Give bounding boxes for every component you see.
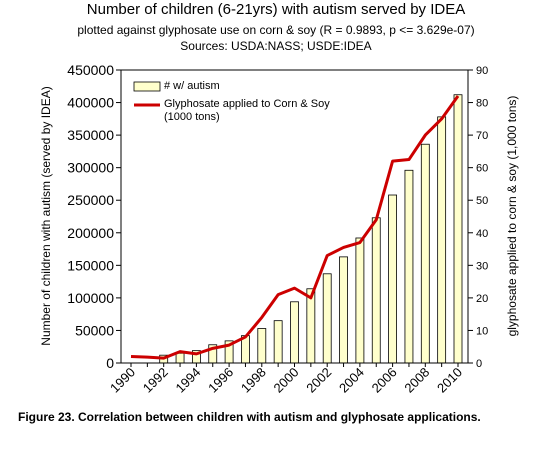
y2-tick-label: 40 — [476, 228, 488, 240]
y-tick-label: 0 — [106, 355, 114, 371]
y-tick-label: 400000 — [67, 95, 114, 111]
y-tick-label: 450000 — [67, 62, 114, 78]
bar — [290, 301, 299, 364]
y-tick-label: 300000 — [67, 160, 114, 176]
x-tick-label: 1996 — [205, 365, 236, 396]
bar — [257, 328, 267, 364]
bar — [437, 116, 447, 364]
x-tick-label: 1994 — [172, 365, 203, 396]
legend-label: Glyphosate applied to Corn & Soy (1000 t… — [164, 98, 330, 123]
y2-tick-label: 50 — [476, 195, 488, 207]
y-tick-label: 250000 — [67, 192, 114, 208]
y2-tick-label: 0 — [476, 358, 482, 370]
x-tick-label: 2006 — [369, 365, 400, 396]
y2-tick-label: 60 — [476, 163, 488, 175]
y-tick-label: 100000 — [67, 290, 114, 306]
caption: Figure 23. Correlation between children … — [18, 410, 481, 424]
x-tick-label: 2002 — [303, 365, 334, 396]
bar — [355, 237, 365, 364]
y2-tick-label: 20 — [476, 293, 488, 305]
x-tick-label: 2000 — [271, 365, 302, 396]
y-tick-label: 200000 — [67, 225, 114, 241]
bar — [339, 256, 348, 364]
y-axis-label: Number of children with autism (served b… — [39, 86, 53, 345]
x-tick-label: 2004 — [336, 365, 367, 396]
y2-tick-label: 90 — [476, 65, 488, 77]
plot-frame — [120, 69, 469, 364]
bar — [420, 143, 430, 364]
bar — [453, 94, 463, 364]
bar — [404, 169, 414, 364]
chart-source: Sources: USDA:NASS; USDE:IDEA — [180, 39, 371, 53]
y2-tick-label: 30 — [476, 260, 488, 272]
line — [130, 95, 460, 360]
y2-tick-label: 10 — [476, 325, 488, 337]
x-tick-label: 2008 — [401, 365, 432, 396]
bar — [322, 273, 332, 364]
bar — [388, 194, 398, 364]
bar — [371, 217, 381, 364]
y2-tick-label: 70 — [476, 130, 488, 142]
x-tick-label: 2010 — [434, 365, 465, 396]
y2-tick-label: 80 — [476, 98, 488, 110]
bar — [273, 320, 283, 364]
bar — [306, 288, 316, 364]
y2-axis-label: glyphosate applied to corn & soy (1,000 … — [505, 96, 519, 337]
bar — [175, 352, 185, 364]
y-tick-label: 50000 — [75, 322, 114, 338]
x-tick-label: 1998 — [238, 365, 269, 396]
y-tick-label: 350000 — [67, 127, 114, 143]
x-tick-label: 1992 — [140, 365, 171, 396]
y-tick-label: 150000 — [67, 257, 114, 273]
legend-label: # w/ autism — [164, 80, 220, 92]
legend-swatch — [133, 81, 161, 92]
chart-subtitle: plotted against glyphosate use on corn &… — [77, 23, 474, 37]
chart-title: Number of children (6-21yrs) with autism… — [87, 1, 465, 18]
